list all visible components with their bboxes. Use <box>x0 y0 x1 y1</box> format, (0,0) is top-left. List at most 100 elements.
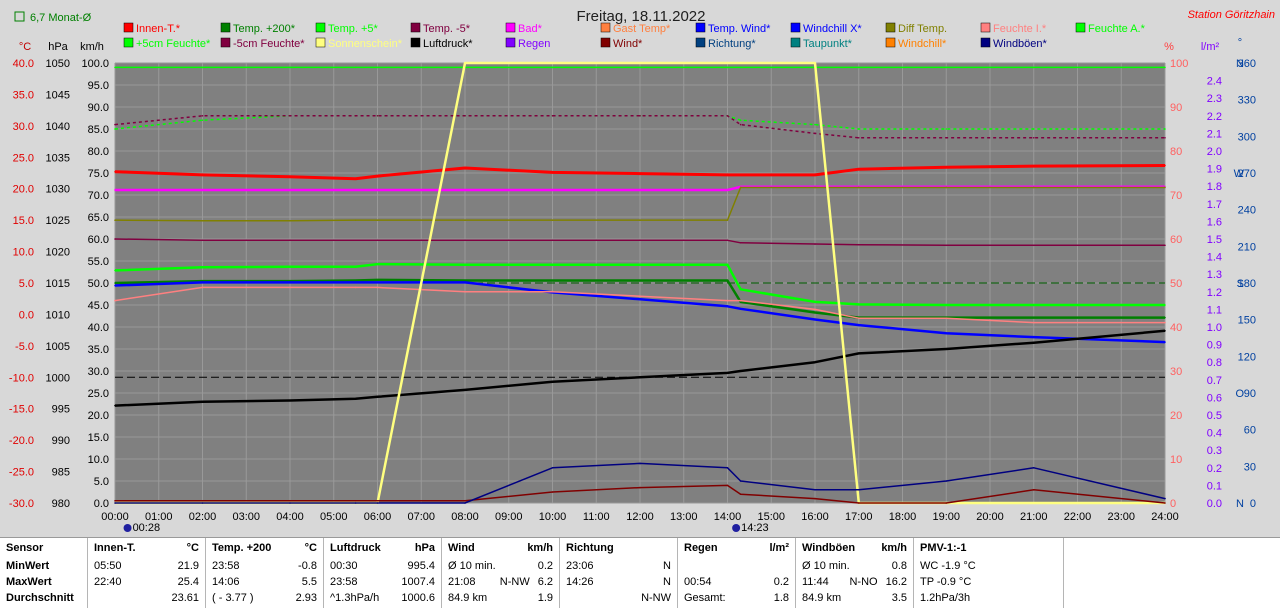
rain-tick-label: 1.0 <box>1207 322 1222 334</box>
series-point <box>376 189 379 191</box>
series-point <box>945 137 948 139</box>
summary-block-title: Regen <box>684 542 718 554</box>
series-point <box>945 128 948 130</box>
series-point <box>201 266 204 269</box>
wind-tick-label: 15.0 <box>88 432 109 444</box>
pressure-tick-label: 1030 <box>46 184 70 196</box>
percent-tick-label: 40 <box>1170 322 1182 334</box>
series-point <box>114 189 116 191</box>
summary-block: PMV-1:-1 WC -1.9 °C TP -0.9 °C 1.2hPa/3h <box>914 538 1064 608</box>
summary-row: 23:58 1007.4 <box>330 574 435 590</box>
series-point <box>857 128 860 130</box>
series-point <box>289 281 291 284</box>
wind-tick-label: 0.0 <box>94 498 109 510</box>
series-point <box>814 243 816 245</box>
pressure-tick-label: 985 <box>52 467 70 479</box>
legend-swatch <box>695 37 706 48</box>
summary-row: 00:54 0.2 <box>684 574 789 590</box>
rain-tick-label: 1.1 <box>1207 304 1222 316</box>
legend-label: Windböen* <box>993 38 1048 50</box>
series-point <box>289 502 291 504</box>
summary-cell: 3.5 <box>891 592 907 604</box>
series-point <box>464 115 466 117</box>
legend-swatch <box>315 37 326 48</box>
pressure-tick-label: 990 <box>52 435 70 447</box>
series-point <box>726 62 729 64</box>
summary-row: 11:44 N-NO 16.2 <box>802 574 907 590</box>
time-tick-label: 05:00 <box>320 511 348 523</box>
wind-tick-label: 10.0 <box>88 454 109 466</box>
legend-swatch <box>790 37 801 48</box>
time-tick-label: 20:00 <box>976 511 1004 523</box>
direction-compass-label: N <box>1236 498 1244 510</box>
summary-cell: 00:30 <box>330 560 358 572</box>
legend-label: Innen-T.* <box>136 23 181 35</box>
series-point <box>1164 321 1166 324</box>
series-point <box>114 128 116 130</box>
series-point <box>726 484 729 487</box>
pressure-tick-label: 1015 <box>46 278 70 290</box>
weather-chart: Innen-T.* Temp. +200* Temp. +5* Temp. -5* Ba… <box>8 8 1275 534</box>
pressure-tick-label: 1040 <box>46 121 70 133</box>
direction-tick-label: 90 <box>1244 388 1256 400</box>
series-point <box>201 66 204 69</box>
direction-tick-label: 240 <box>1238 205 1256 217</box>
series-point <box>1164 341 1166 343</box>
summary-row-label: MinWert <box>6 560 50 572</box>
time-tick-label: 03:00 <box>232 511 260 523</box>
time-tick-label: 24:00 <box>1151 511 1179 523</box>
pressure-tick-label: 1005 <box>46 341 70 353</box>
summary-cell: 16.2 <box>885 576 907 588</box>
summary-row: 22:40 25.4 <box>94 574 199 590</box>
temp-tick-label: -5.0 <box>15 341 34 353</box>
series-point <box>551 263 554 266</box>
series-point <box>739 186 742 189</box>
legend-swatch <box>695 22 706 33</box>
summary-table: Sensor MinWert MaxWert Durchschnitt Inne… <box>0 537 1280 608</box>
temp-tick-label: -20.0 <box>9 435 34 447</box>
time-tick-label: 19:00 <box>932 511 960 523</box>
series-point <box>857 137 860 139</box>
summary-cell: 25.4 <box>177 576 199 588</box>
series-point <box>201 189 204 191</box>
axes: °C hPa km/h% l/m² ° 40.0 35.0 30.0 25.0 20.0 15.0 1… <box>9 37 1256 534</box>
temp-tick-label: 5.0 <box>19 278 34 290</box>
series-point <box>1164 316 1166 319</box>
series-point <box>376 502 379 504</box>
wind-tick-label: 40.0 <box>88 322 109 334</box>
series-point <box>814 489 816 491</box>
summary-row-label: MaxWert <box>6 576 52 588</box>
rain-tick-label: 0.9 <box>1207 340 1222 352</box>
time-tick-label: 21:00 <box>1020 511 1048 523</box>
summary-cell: 1000.6 <box>401 592 435 604</box>
series-point <box>201 500 204 502</box>
percent-tick-label: 100 <box>1170 58 1188 70</box>
percent-tick-label: 60 <box>1170 234 1182 246</box>
series-point <box>354 397 357 400</box>
temp-tick-label: 40.0 <box>13 58 34 70</box>
series-point <box>739 493 742 496</box>
series-point <box>814 308 816 311</box>
sunset-time: 14:23 <box>741 522 769 534</box>
series-point <box>739 123 742 126</box>
series-point <box>1164 329 1166 332</box>
series-point <box>201 286 204 289</box>
rain-tick-label: 0.0 <box>1207 498 1222 510</box>
legend-swatch <box>600 37 611 48</box>
series-point <box>857 352 860 355</box>
axis-unit-direction: ° <box>1238 37 1242 49</box>
legend-label: Windchill X* <box>803 23 862 35</box>
legend-label: Bad* <box>518 23 543 35</box>
series-point <box>114 299 116 302</box>
summary-row: 23:58 -0.8 <box>212 558 317 574</box>
series-point <box>814 62 816 64</box>
series-point <box>551 171 554 174</box>
series-point <box>639 219 641 221</box>
series-point <box>739 241 742 244</box>
series-point <box>464 389 466 391</box>
legend-swatch <box>123 22 134 33</box>
series-point <box>201 239 204 242</box>
direction-tick-label: 360 <box>1238 58 1256 70</box>
wind-tick-label: 5.0 <box>94 476 109 488</box>
series-point <box>814 123 816 126</box>
